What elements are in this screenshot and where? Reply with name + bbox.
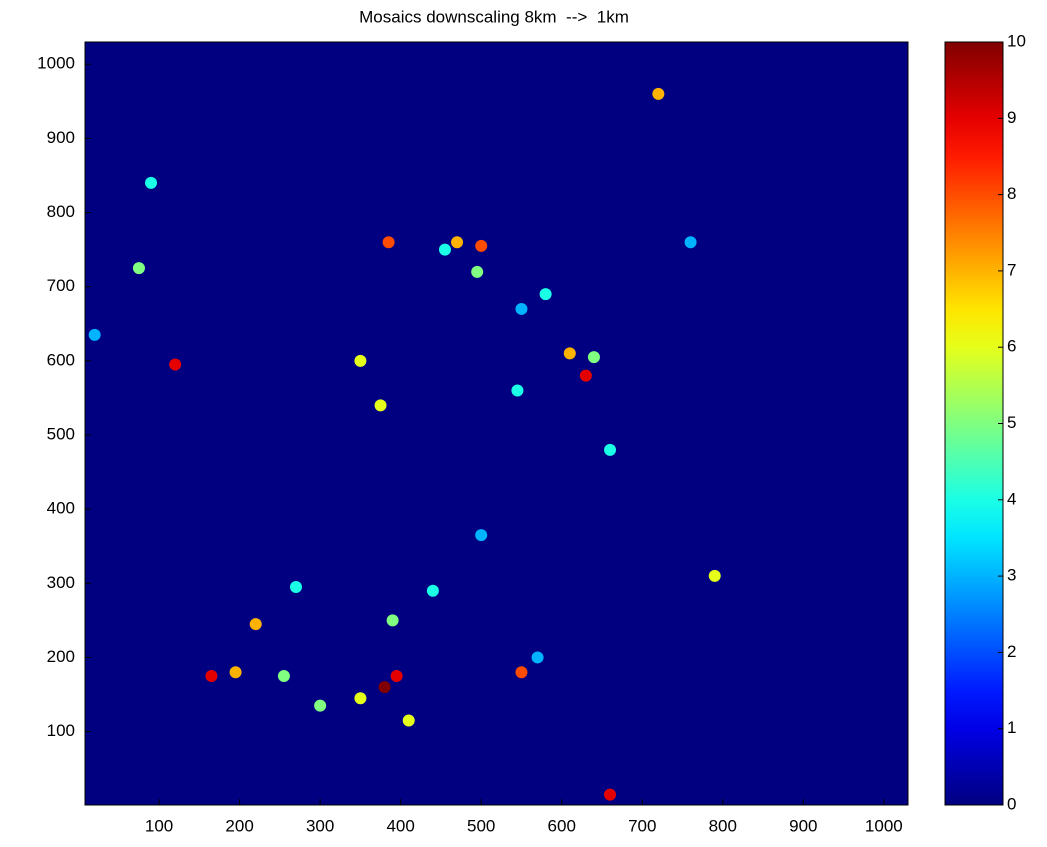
hotspot — [354, 692, 367, 705]
chart-title: Mosaics downscaling 8km --> 1km — [359, 7, 629, 26]
colorbar-tick-label: 0 — [1007, 794, 1016, 813]
hotspot — [205, 669, 218, 682]
hotspot — [229, 666, 242, 679]
hotspot — [511, 384, 524, 397]
x-tick-label: 900 — [789, 816, 817, 835]
colorbar-tick-label: 1 — [1007, 718, 1016, 737]
y-tick-label: 800 — [47, 202, 75, 221]
hotspot — [249, 618, 262, 631]
hotspot — [378, 681, 391, 694]
colorbar-tick-label: 7 — [1007, 260, 1016, 279]
x-tick-label: 600 — [548, 816, 576, 835]
hotspot — [451, 236, 464, 249]
hotspot — [684, 236, 697, 249]
y-tick-label: 600 — [47, 350, 75, 369]
colorbar — [944, 41, 1004, 806]
hotspot — [604, 443, 617, 456]
y-tick-label: 300 — [47, 573, 75, 592]
plot-background — [85, 42, 908, 805]
y-tick-label: 900 — [47, 128, 75, 147]
x-tick-label: 300 — [306, 816, 334, 835]
hotspot — [382, 236, 395, 249]
hotspot — [563, 347, 576, 360]
x-tick-label: 700 — [628, 816, 656, 835]
hotspot — [604, 788, 617, 801]
colorbar-tick-label: 10 — [1007, 31, 1026, 50]
hotspot — [579, 369, 592, 382]
x-tick-label: 100 — [145, 816, 173, 835]
y-tick-label: 200 — [47, 647, 75, 666]
y-tick-label: 1000 — [37, 54, 75, 73]
y-tick-label: 400 — [47, 499, 75, 518]
colorbar-tick-label: 9 — [1007, 108, 1016, 127]
x-tick-label: 200 — [225, 816, 253, 835]
x-tick-label: 400 — [386, 816, 414, 835]
hotspot — [374, 399, 387, 412]
hotspot — [169, 358, 182, 371]
hotspot — [386, 614, 399, 627]
colorbar-tick-label: 6 — [1007, 337, 1016, 356]
hotspot — [515, 666, 528, 679]
hotspot — [354, 354, 367, 367]
hotspot — [652, 87, 665, 100]
hotspot — [88, 328, 101, 341]
hotspot — [471, 265, 484, 278]
x-tick-label: 1000 — [865, 816, 903, 835]
x-tick-label: 500 — [467, 816, 495, 835]
y-tick-label: 500 — [47, 424, 75, 443]
x-tick-label: 800 — [709, 816, 737, 835]
hotspot — [426, 584, 439, 597]
hotspot — [314, 699, 327, 712]
colorbar-tick-label: 3 — [1007, 566, 1016, 585]
y-tick-label: 100 — [47, 721, 75, 740]
colorbar-tick-label: 4 — [1007, 489, 1016, 508]
hotspot — [539, 288, 552, 301]
hotspot — [289, 581, 302, 593]
hotspot — [475, 529, 488, 542]
plot-frame — [84, 41, 909, 806]
y-tick-label: 700 — [47, 276, 75, 295]
colorbar-tick-label: 2 — [1007, 642, 1016, 661]
hotspot — [277, 669, 290, 682]
colorbar-tick-label: 5 — [1007, 413, 1016, 432]
hotspot — [390, 669, 403, 682]
hotspot — [402, 714, 415, 727]
hotspot — [587, 351, 600, 364]
hotspot — [708, 569, 721, 582]
hotspot — [475, 239, 488, 252]
hotspot — [145, 176, 158, 189]
hotspot — [438, 243, 451, 256]
colorbar-tick-label: 8 — [1007, 184, 1016, 203]
hotspot — [132, 262, 145, 275]
hotspot — [515, 302, 528, 315]
hotspot — [531, 651, 544, 664]
